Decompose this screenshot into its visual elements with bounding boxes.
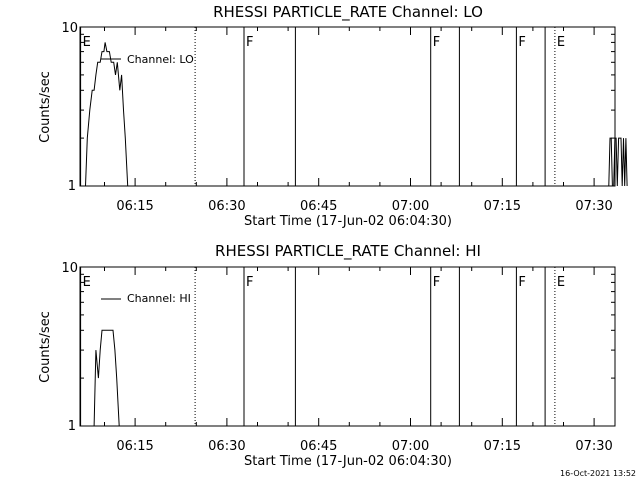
y-axis-label: Counts/sec bbox=[38, 311, 53, 383]
generation-timestamp: 16-Oct-2021 13:52 bbox=[560, 469, 636, 478]
flag-label: E bbox=[83, 275, 91, 290]
x-axis-label: Start Time (17-Jun-02 06:04:30) bbox=[244, 214, 452, 229]
x-tick-label: 06:30 bbox=[208, 199, 245, 214]
legend-label: Channel: HI bbox=[127, 292, 191, 305]
flag-label: F bbox=[518, 35, 525, 50]
y-tick-label-bottom: 1 bbox=[68, 419, 76, 434]
x-tick-label: 06:15 bbox=[116, 439, 153, 454]
flag-label: E bbox=[557, 35, 565, 50]
series-line bbox=[93, 329, 120, 427]
series-line bbox=[85, 42, 129, 187]
flag-label: F bbox=[518, 275, 525, 290]
panel-lo: RHESSI PARTICLE_RATE Channel: LO Counts/… bbox=[38, 3, 628, 229]
x-axis-label: Start Time (17-Jun-02 06:04:30) bbox=[244, 454, 452, 469]
x-tick-label: 06:45 bbox=[300, 439, 337, 454]
x-tick-label: 07:30 bbox=[575, 199, 612, 214]
x-tick-label: 06:45 bbox=[300, 199, 337, 214]
flag-label: F bbox=[246, 35, 253, 50]
flag-label: E bbox=[557, 275, 565, 290]
y-axis-label: Counts/sec bbox=[38, 71, 53, 143]
x-tick-label: 07:15 bbox=[484, 199, 521, 214]
flag-label: F bbox=[433, 275, 440, 290]
plot-frame bbox=[79, 26, 616, 187]
x-tick-label: 07:00 bbox=[392, 199, 429, 214]
x-tick-label: 07:00 bbox=[392, 439, 429, 454]
x-tick-label: 07:30 bbox=[575, 439, 612, 454]
plot-frame bbox=[79, 266, 616, 427]
x-tick-label: 06:15 bbox=[116, 199, 153, 214]
chart-title: RHESSI PARTICLE_RATE Channel: HI bbox=[215, 242, 481, 261]
flag-label: E bbox=[83, 35, 91, 50]
x-tick-label: 07:15 bbox=[484, 439, 521, 454]
flag-label: F bbox=[246, 275, 253, 290]
panel-hi: RHESSI PARTICLE_RATE Channel: HI Counts/… bbox=[38, 242, 616, 469]
y-tick-label-bottom: 1 bbox=[68, 179, 76, 194]
y-tick-label-top: 10 bbox=[61, 261, 78, 276]
flag-label: F bbox=[433, 35, 440, 50]
series-line bbox=[608, 137, 628, 187]
legend-label: Channel: LO bbox=[127, 53, 194, 66]
y-tick-label-top: 10 bbox=[61, 21, 78, 36]
x-tick-label: 06:30 bbox=[208, 439, 245, 454]
chart-title: RHESSI PARTICLE_RATE Channel: LO bbox=[213, 3, 483, 22]
